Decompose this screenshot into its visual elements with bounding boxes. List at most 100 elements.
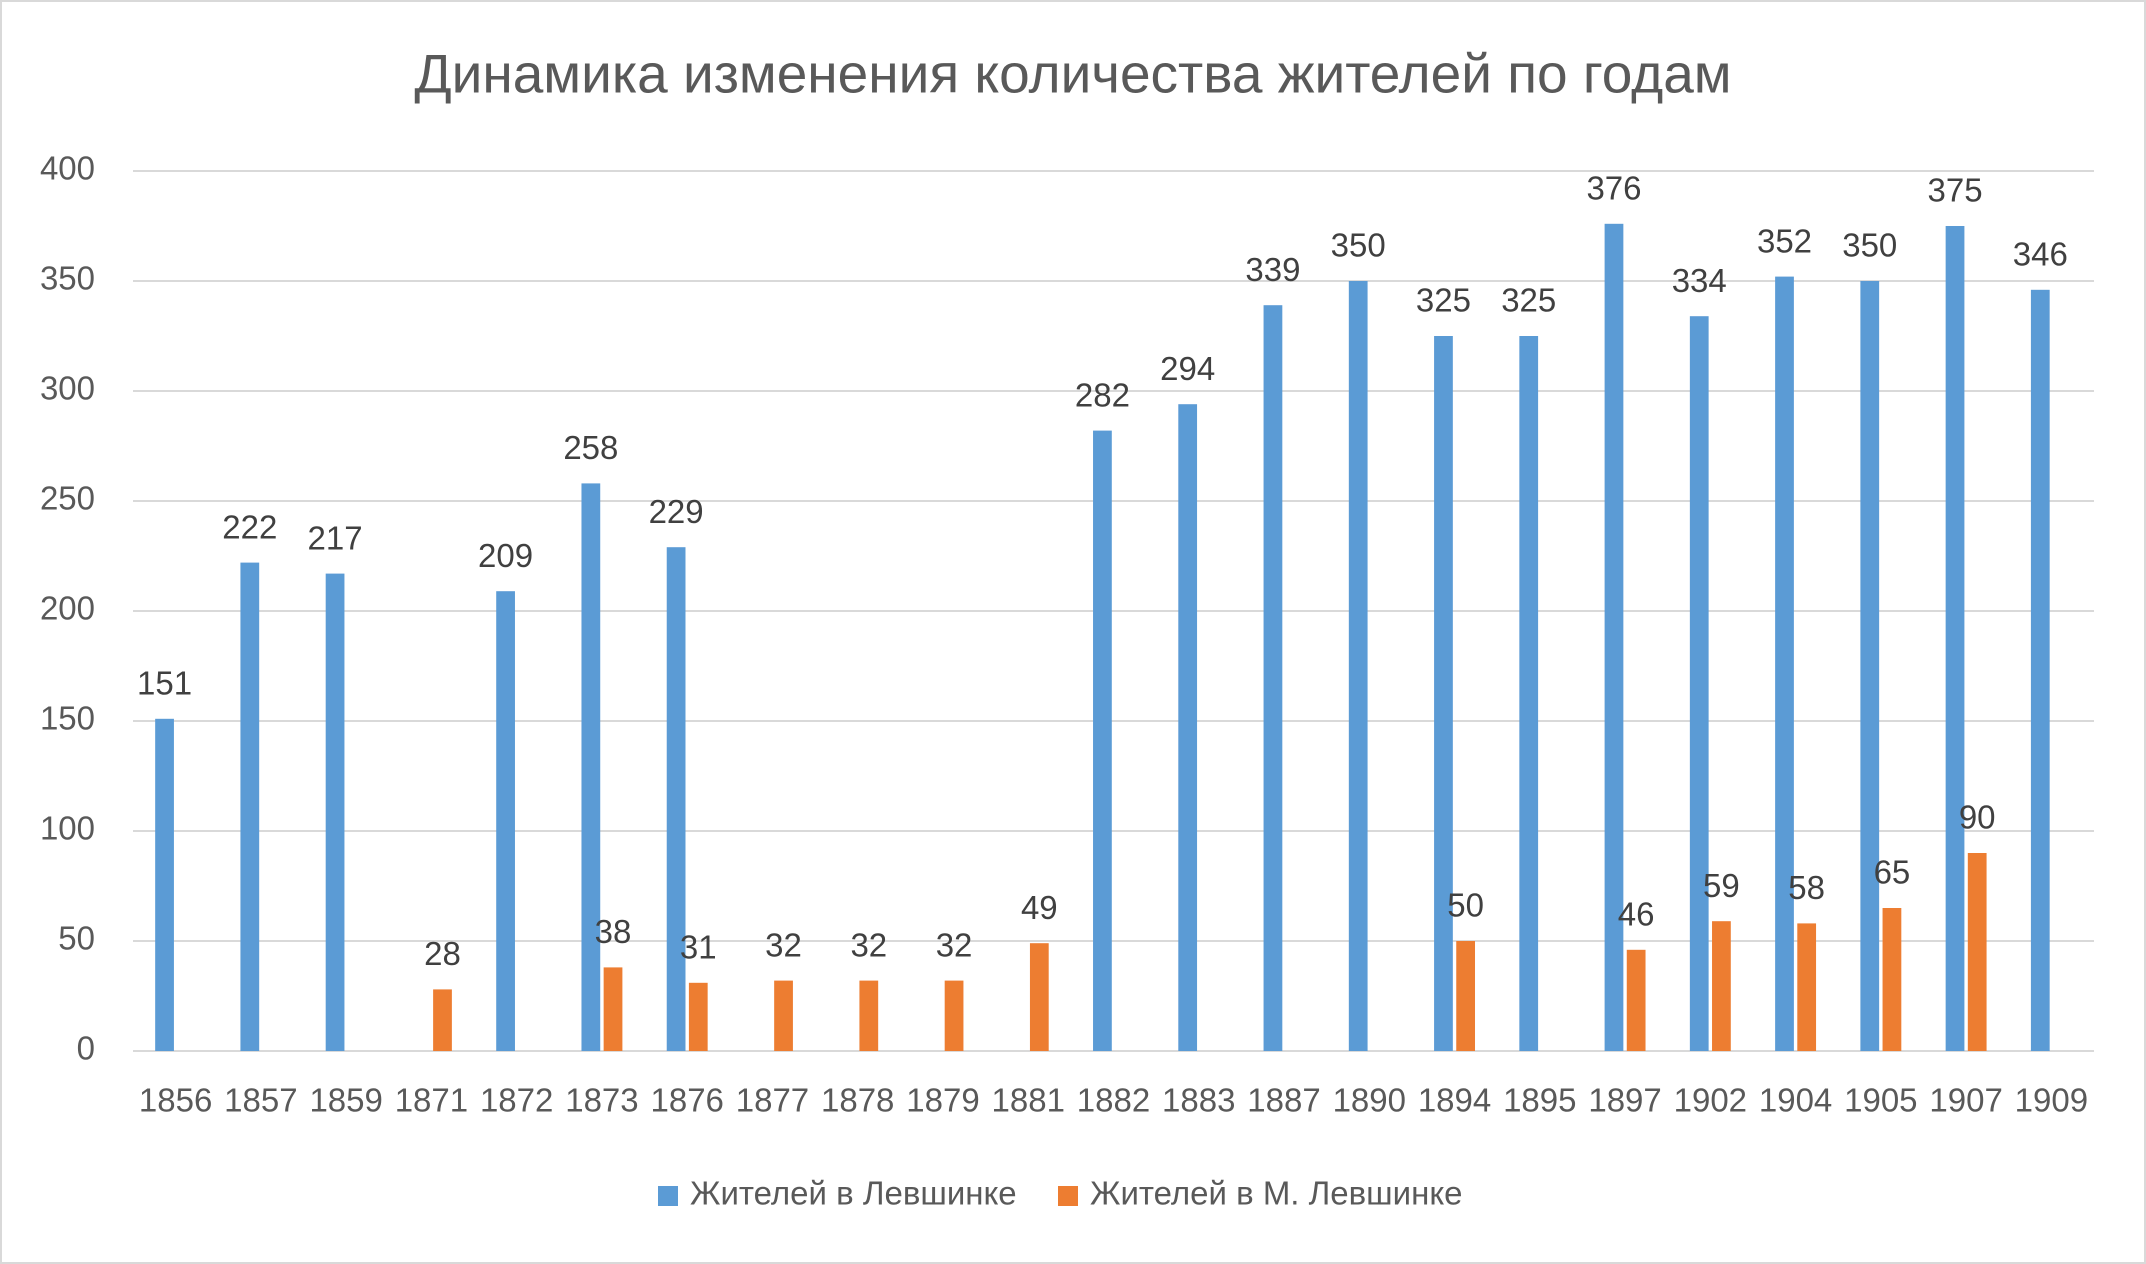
bar [240,562,260,1051]
bar [688,982,708,1051]
y-tick-label: 300 [40,370,95,407]
y-tick-label: 250 [40,480,95,517]
bar [1519,336,1539,1051]
bar [1775,276,1794,1052]
x-tick-label: 1856 [139,1082,212,1119]
x-tick-label: 1894 [1418,1082,1491,1119]
data-label: 222 [222,508,277,545]
bar [2030,289,2050,1051]
x-tick-label: 1872 [480,1082,553,1119]
x-tick-label: 1897 [1588,1082,1661,1119]
x-tick-label: 1890 [1333,1082,1406,1119]
bar [1348,281,1368,1051]
bar [325,573,345,1051]
x-tick-label: 1909 [2015,1082,2088,1119]
bar [1882,908,1902,1051]
bar [1626,949,1646,1051]
x-tick-label: 1871 [395,1082,468,1119]
data-label: 294 [1160,350,1215,387]
data-label: 32 [765,926,802,963]
data-label: 65 [1874,854,1911,891]
x-tick-label: 1895 [1503,1082,1576,1119]
legend-label: Жителей в М. Левшинке [1090,1175,1462,1212]
data-label: 50 [1447,887,1484,924]
y-tick-label: 150 [40,700,95,737]
x-tick-label: 1904 [1759,1082,1832,1119]
data-label: 375 [1927,172,1982,209]
legend-swatch [658,1186,678,1206]
data-label: 258 [563,429,618,466]
x-tick-label: 1883 [1162,1082,1235,1119]
data-label: 229 [649,493,704,530]
data-label: 346 [2013,236,2068,273]
data-label: 209 [478,537,533,574]
bar [433,989,452,1051]
data-label: 217 [308,519,363,556]
chart-title: Динамика изменения количества жителей по… [414,43,1731,105]
y-tick-label: 0 [77,1030,95,1067]
y-tick-label: 200 [40,590,95,627]
data-label: 282 [1075,376,1130,413]
bar [581,483,601,1051]
data-label: 46 [1618,896,1655,933]
data-label: 339 [1245,251,1300,288]
bar [774,980,793,1051]
bar [1029,943,1049,1051]
data-label: 38 [595,913,632,950]
data-label: 325 [1416,282,1471,319]
bar [1178,404,1198,1051]
data-label: 32 [936,926,973,963]
bar [603,967,623,1051]
bar [1860,281,1880,1051]
x-tick-label: 1905 [1844,1082,1917,1119]
bar [155,718,174,1051]
bar [1945,226,1965,1051]
bar [666,547,686,1051]
y-tick-label: 100 [40,810,95,847]
x-tick-label: 1857 [224,1082,297,1119]
bar [859,980,879,1051]
data-label: 32 [850,926,887,963]
data-label: 90 [1959,799,1996,836]
bar [1434,336,1453,1051]
bar [1456,941,1476,1051]
x-tick-label: 1902 [1674,1082,1747,1119]
data-label: 334 [1672,262,1727,299]
bar [1263,305,1283,1051]
data-label: 58 [1788,869,1825,906]
y-tick-label: 350 [40,260,95,297]
x-tick-label: 1887 [1247,1082,1320,1119]
data-label: 31 [680,929,717,966]
x-tick-label: 1876 [650,1082,723,1119]
bar [1604,223,1624,1052]
legend-swatch [1058,1186,1078,1206]
bar [1712,921,1731,1051]
x-tick-label: 1881 [992,1082,1065,1119]
y-tick-label: 400 [40,150,95,187]
bar [496,591,515,1051]
y-tick-label: 50 [58,920,95,957]
x-tick-label: 1907 [1929,1082,2002,1119]
data-label: 350 [1842,227,1897,264]
bar [1967,853,1987,1051]
bar [944,980,964,1051]
data-label: 352 [1757,222,1812,259]
x-tick-label: 1879 [906,1082,979,1119]
x-tick-label: 1859 [309,1082,382,1119]
x-tick-label: 1878 [821,1082,894,1119]
data-label: 28 [424,935,461,972]
x-tick-label: 1873 [565,1082,638,1119]
bar [1689,316,1709,1051]
x-tick-label: 1882 [1077,1082,1150,1119]
data-label: 59 [1703,867,1740,904]
x-tick-label: 1877 [736,1082,809,1119]
data-label: 151 [137,665,192,702]
data-label: 325 [1501,282,1556,319]
bar [1797,923,1817,1051]
data-label: 376 [1586,170,1641,207]
data-label: 49 [1021,889,1058,926]
bar [1093,430,1112,1052]
legend-label: Жителей в Левшинке [690,1175,1017,1212]
